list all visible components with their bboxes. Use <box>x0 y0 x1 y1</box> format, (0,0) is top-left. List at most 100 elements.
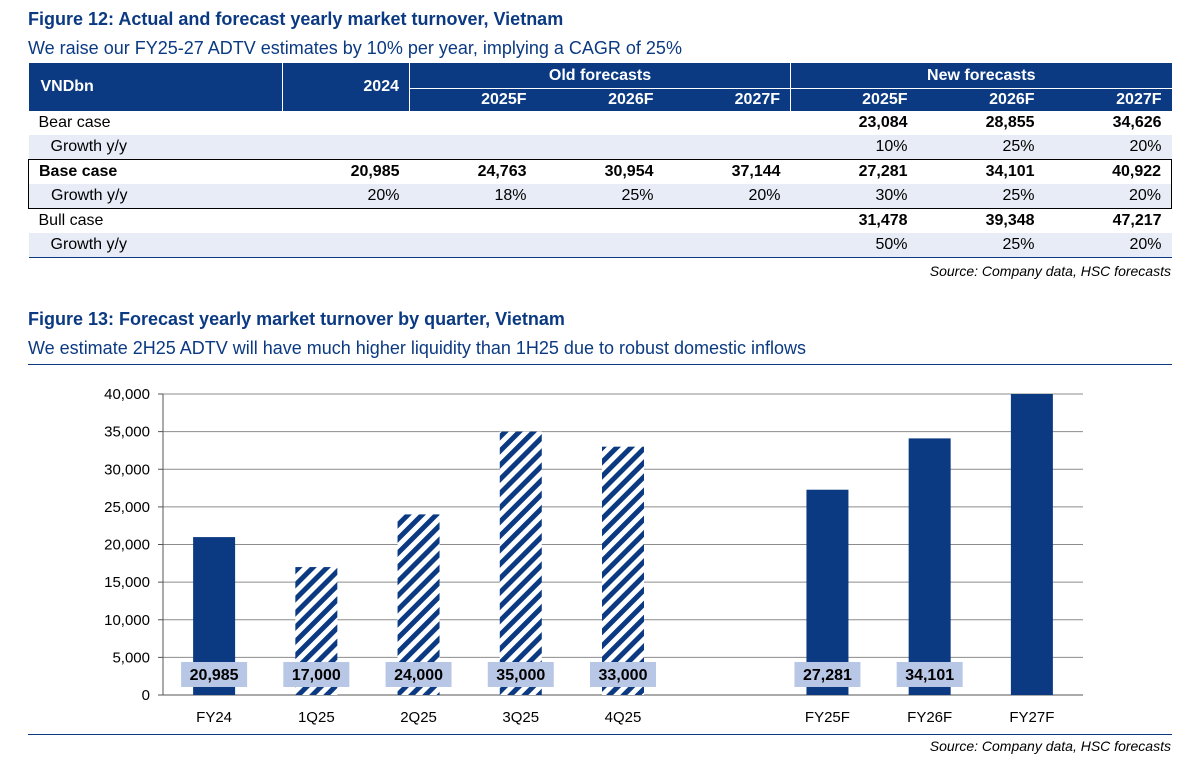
figure-12-title: Figure 12: Actual and forecast yearly ma… <box>28 9 564 29</box>
x-tick-label: 2Q25 <box>400 709 437 726</box>
cell-new-2027f: 34,626 <box>1112 114 1162 131</box>
bar-fy25f <box>806 489 849 695</box>
cell-2024 <box>282 135 410 160</box>
cell-old-2025f <box>409 233 537 258</box>
cell-new-2026f: 39,348 <box>985 212 1035 229</box>
data-label-box <box>794 662 861 687</box>
y-tick-label: 35,000 <box>104 424 150 441</box>
header-old-2026f: 2026F <box>536 88 664 111</box>
x-tick-label: FY24 <box>196 709 232 726</box>
data-label: 34,101 <box>905 667 954 684</box>
cell-new-2027f: 40,922 <box>1044 159 1173 184</box>
cell-old-2027f <box>663 135 791 160</box>
data-label: 33,000 <box>599 667 648 684</box>
x-tick-label: 1Q25 <box>298 709 335 726</box>
header-unit: VNDbn <box>28 63 283 111</box>
cell-new-2027f: 20% <box>1044 233 1172 258</box>
header-old-forecasts: Old forecasts <box>408 63 791 89</box>
bar-fy27f <box>1010 394 1053 695</box>
y-tick-label: 0 <box>142 687 150 704</box>
cell-old-2025f: 24,763 <box>409 159 537 184</box>
y-tick-label: 10,000 <box>104 612 150 629</box>
cell-old-2026f: 30,954 <box>536 159 664 184</box>
figure-12-subtitle: We raise our FY25-27 ADTV estimates by 1… <box>28 38 682 58</box>
data-label: 24,000 <box>394 667 443 684</box>
data-label-box <box>181 662 248 687</box>
table-row-bull-growth: Growth y/y 50% 25% 20% <box>28 233 1172 258</box>
header-new-forecasts: New forecasts <box>790 63 1172 89</box>
cell-new-2025f: 23,084 <box>858 114 908 131</box>
row-label: Bear case <box>38 114 111 131</box>
cell-old-2025f: 18% <box>409 184 537 209</box>
x-tick-label: 4Q25 <box>605 709 642 726</box>
x-tick-label: FY25F <box>805 709 850 726</box>
cell-2024: 20% <box>282 184 410 209</box>
y-tick-label: 5,000 <box>112 649 150 666</box>
row-label: Growth y/y <box>28 135 283 160</box>
cell-new-2025f: 31,478 <box>858 212 908 229</box>
cell-2024: 20,985 <box>282 159 410 184</box>
cell-new-2026f: 25% <box>917 135 1045 160</box>
x-tick-label: FY26F <box>907 709 952 726</box>
data-label: 17,000 <box>292 667 341 684</box>
table-row-base-growth: Growth y/y 20% 18% 25% 20% 30% 25% 20% <box>28 184 1173 209</box>
header-new-2026f: 2026F <box>917 88 1045 111</box>
x-axis-ticks: FY24 1Q25 2Q25 3Q25 4Q25 FY25F FY26F FY27F <box>196 709 1054 726</box>
data-label-box <box>590 662 656 687</box>
table-row-bear: Bear case 23,084 28,855 34,626 <box>29 111 1172 135</box>
cell-new-2025f: 30% <box>790 184 918 209</box>
header-old-2027f: 2027F <box>663 88 791 111</box>
y-tick-label: 40,000 <box>104 386 150 403</box>
y-axis-ticks: 0 5,000 10,000 15,000 20,000 25,000 30,000 35,0… <box>104 386 150 704</box>
bar-3q25 <box>499 431 542 695</box>
figure-13-title: Figure 13: Forecast yearly market turnov… <box>28 309 565 329</box>
x-tick-label: FY27F <box>1009 709 1054 726</box>
header-new-2027f: 2027F <box>1044 88 1172 111</box>
turnover-table: VNDbn 2024 Old forecasts New forecasts 2… <box>28 63 1173 258</box>
table-row-bull: Bull case 31,478 39,348 47,217 <box>29 209 1172 234</box>
figure-12-source: Source: Company data, HSC forecasts <box>929 263 1171 279</box>
row-label: Bull case <box>38 212 104 229</box>
cell-old-2025f <box>409 135 537 160</box>
row-label: Growth y/y <box>28 233 283 258</box>
cell-new-2026f: 25% <box>917 184 1045 209</box>
data-label: 20,985 <box>190 667 239 684</box>
figure-13-source: Source: Company data, HSC forecasts <box>929 738 1171 754</box>
data-label: 35,000 <box>496 667 545 684</box>
cell-new-2026f: 34,101 <box>917 159 1045 184</box>
cell-new-2025f: 50% <box>790 233 918 258</box>
row-label: Base case <box>28 159 283 184</box>
data-label: 27,281 <box>803 667 852 684</box>
cell-new-2025f: 27,281 <box>790 159 918 184</box>
figure-13-top-rule <box>28 364 1172 365</box>
cell-2024 <box>282 233 410 258</box>
table-row-base: Base case 20,985 24,763 30,954 37,144 27… <box>28 159 1173 184</box>
y-tick-label: 15,000 <box>104 574 150 591</box>
header-2024: 2024 <box>282 63 410 111</box>
x-tick-label: 3Q25 <box>502 709 539 726</box>
figure-13-subtitle: We estimate 2H25 ADTV will have much hig… <box>28 338 807 358</box>
bar-4q25 <box>602 446 644 695</box>
cell-new-2027f: 20% <box>1044 135 1172 160</box>
data-labels: 20,985 17,000 24,000 35,000 33,000 27,281 34,1… <box>181 662 963 687</box>
header-new-2025f: 2025F <box>790 88 918 111</box>
cell-old-2027f: 37,144 <box>663 159 791 184</box>
y-tick-label: 30,000 <box>104 461 150 478</box>
cell-new-2026f: 25% <box>917 233 1045 258</box>
bar-fy26f <box>908 438 951 695</box>
data-label-box <box>896 662 963 687</box>
figure-13-bottom-rule <box>28 734 1172 735</box>
bars <box>193 394 1053 695</box>
table-row-bear-growth: Growth y/y 10% 25% 20% <box>28 135 1172 160</box>
cell-new-2027f: 20% <box>1044 184 1173 209</box>
y-tick-label: 20,000 <box>104 537 150 554</box>
y-tick-label: 25,000 <box>104 499 150 516</box>
cell-old-2027f <box>663 233 791 258</box>
cell-new-2025f: 10% <box>790 135 918 160</box>
header-old-2025f: 2025F <box>409 88 537 111</box>
cell-old-2026f: 25% <box>536 184 664 209</box>
data-label-box <box>283 662 350 687</box>
data-label-box <box>385 662 452 687</box>
cell-old-2027f: 20% <box>663 184 791 209</box>
